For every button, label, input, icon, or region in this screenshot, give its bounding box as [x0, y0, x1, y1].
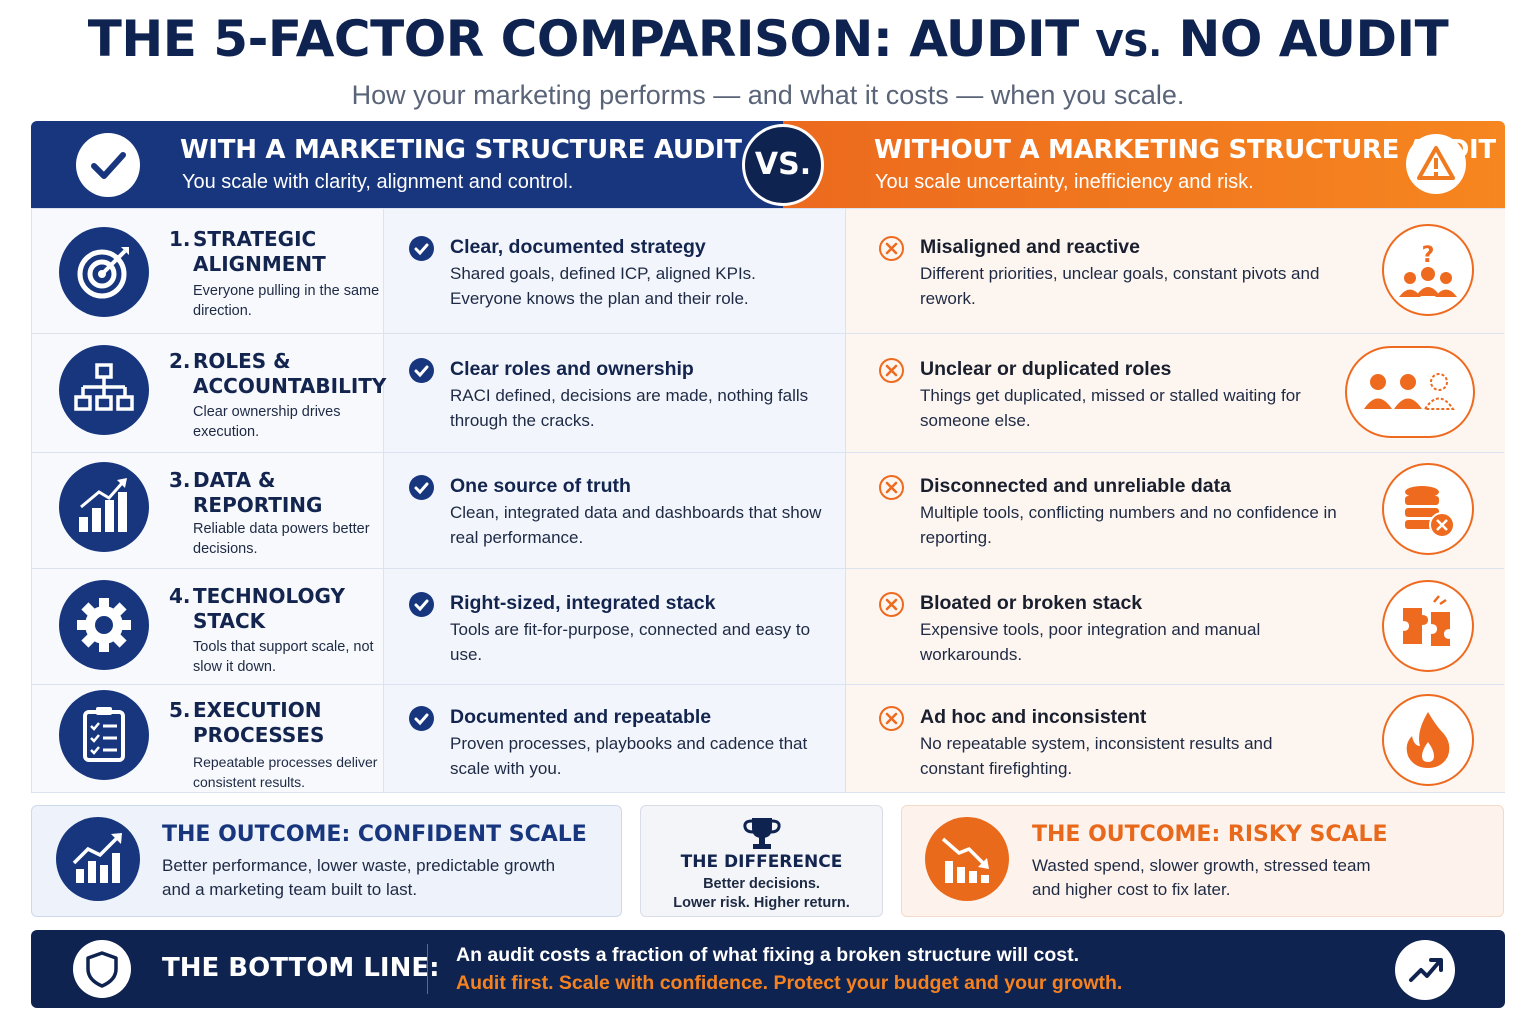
bottom-line-text: An audit costs a fraction of what fixing… [456, 944, 1080, 966]
check-icon [409, 358, 434, 383]
comparison-table: 1. STRATEGIC ALIGNMENT Everyone pulling … [31, 208, 1505, 793]
database-error-icon [1382, 463, 1474, 555]
x-circle-icon [879, 236, 904, 261]
gear-icon [59, 580, 149, 670]
bottom-line-banner: THE BOTTOM LINE: An audit costs a fracti… [31, 930, 1505, 1008]
outcome-right-title: THE OUTCOME: RISKY SCALE [1032, 822, 1388, 847]
without-audit-subtitle: You scale uncertainty, inefficiency and … [875, 171, 1254, 193]
the-difference-box: THE DIFFERENCE Better decisions. Lower r… [640, 805, 883, 917]
factor-desc: Clear ownership drives execution. [193, 404, 341, 440]
with-audit-subtitle: You scale with clarity, alignment and co… [182, 171, 574, 193]
factor-title: EXECUTION PROCESSES [193, 698, 325, 747]
warning-icon [1406, 134, 1466, 194]
negative-title: Disconnected and unreliable data [920, 475, 1231, 497]
bar-chart-icon [59, 462, 149, 552]
outcome-left-line1: Better performance, lower waste, predict… [162, 856, 556, 875]
vs-badge: VS. [742, 124, 824, 206]
outcome-risky-scale: THE OUTCOME: RISKY SCALE Wasted spend, s… [901, 805, 1504, 917]
fire-icon [1382, 694, 1474, 786]
bottom-line-title: THE BOTTOM LINE: [162, 953, 440, 983]
positive-desc: Tools are fit-for-purpose, connected and… [450, 620, 811, 664]
x-circle-icon [879, 706, 904, 731]
positive-title: One source of truth [450, 475, 631, 497]
x-circle-icon [879, 475, 904, 500]
negative-desc: Expensive tools, poor integration and ma… [920, 620, 1261, 664]
without-audit-title: WITHOUT A MARKETING STRUCTURE AUDIT [874, 135, 1496, 165]
bottom-line-cta: Audit first. Scale with confidence. Prot… [456, 972, 1123, 994]
factor-title: STRATEGIC ALIGNMENT [193, 227, 326, 276]
check-icon [409, 475, 434, 500]
check-icon [409, 706, 434, 731]
growth-chart-icon [56, 817, 140, 901]
trend-up-icon [1395, 940, 1455, 1000]
difference-line2: Lower risk. Higher return. [673, 895, 850, 911]
target-icon [59, 227, 149, 317]
negative-title: Bloated or broken stack [920, 592, 1143, 614]
positive-title: Clear roles and ownership [450, 358, 694, 380]
outcome-right-line1: Wasted spend, slower growth, stressed te… [1032, 856, 1371, 875]
outcome-right-line2: and higher cost to fix later. [1032, 880, 1231, 899]
duplicated-people-icon [1345, 346, 1475, 438]
check-icon [76, 133, 140, 197]
org-chart-icon [59, 345, 149, 435]
negative-desc: Multiple tools, conflicting numbers and … [920, 503, 1337, 547]
outcome-left-line2: and a marketing team built to last. [162, 880, 418, 899]
declining-chart-icon [925, 817, 1009, 901]
clipboard-checklist-icon [59, 690, 149, 780]
positive-title: Documented and repeatable [450, 706, 712, 728]
positive-desc: Proven processes, playbooks and cadence … [450, 734, 808, 778]
factor-desc: Repeatable processes deliver consistent … [193, 754, 378, 790]
page-title: THE 5-FACTOR COMPARISON: AUDIT VS. NO AU… [87, 10, 1449, 68]
factor-title: ROLES & ACCOUNTABILITY [193, 349, 387, 398]
difference-title: THE DIFFERENCE [680, 852, 843, 872]
with-audit-header: WITH A MARKETING STRUCTURE AUDIT You sca… [31, 121, 783, 208]
positive-desc: Clean, integrated data and dashboards th… [450, 503, 822, 547]
positive-title: Right-sized, integrated stack [450, 592, 716, 614]
broken-puzzle-icon [1382, 580, 1474, 672]
positive-desc: Shared goals, defined ICP, aligned KPIs.… [450, 264, 756, 308]
confused-team-icon: ? [1382, 224, 1474, 316]
x-circle-icon [879, 592, 904, 617]
page-subtitle: How your marketing performs — and what i… [351, 80, 1185, 110]
outcome-confident-scale: THE OUTCOME: CONFIDENT SCALE Better perf… [31, 805, 622, 917]
without-audit-header: WITHOUT A MARKETING STRUCTURE AUDIT You … [783, 121, 1505, 208]
difference-line1: Better decisions. [703, 876, 820, 892]
with-audit-title: WITH A MARKETING STRUCTURE AUDIT [180, 135, 742, 165]
factor-desc: Everyone pulling in the same direction. [193, 283, 380, 319]
factor-desc: Reliable data powers better decisions. [193, 521, 370, 557]
outcome-left-title: THE OUTCOME: CONFIDENT SCALE [162, 822, 587, 847]
negative-title: Ad hoc and inconsistent [920, 706, 1147, 728]
shield-icon [73, 940, 131, 998]
negative-desc: No repeatable system, inconsistent resul… [920, 734, 1273, 778]
factor-desc: Tools that support scale, not slow it do… [193, 639, 374, 675]
trophy-icon [742, 816, 782, 852]
positive-title: Clear, documented strategy [450, 236, 706, 258]
negative-title: Unclear or duplicated roles [920, 358, 1172, 380]
svg-text:?: ? [1422, 243, 1435, 268]
factor-title: TECHNOLOGY STACK [193, 584, 345, 633]
negative-desc: Different priorities, unclear goals, con… [920, 264, 1320, 308]
check-icon [409, 236, 434, 261]
negative-desc: Things get duplicated, missed or stalled… [920, 386, 1301, 430]
negative-title: Misaligned and reactive [920, 236, 1140, 258]
check-icon [409, 592, 434, 617]
factor-title: DATA & REPORTING [193, 468, 323, 517]
x-circle-icon [879, 358, 904, 383]
positive-desc: RACI defined, decisions are made, nothin… [450, 386, 809, 430]
